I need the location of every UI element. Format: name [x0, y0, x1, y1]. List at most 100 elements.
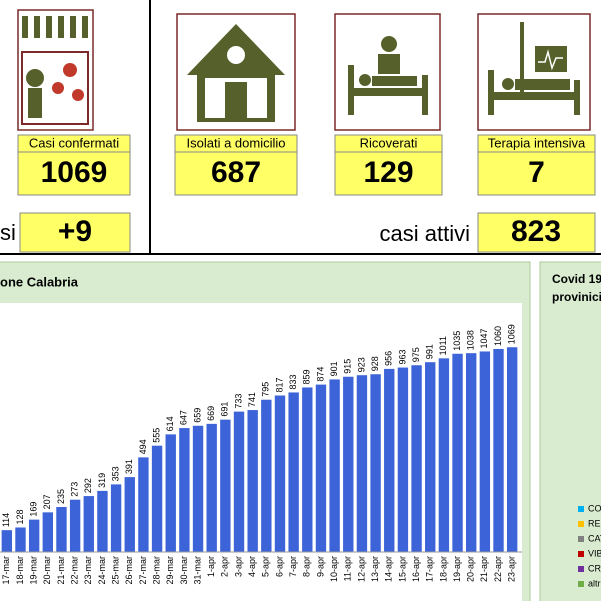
value-label: 901 — [329, 361, 339, 376]
x-tick-label: 23-apr — [507, 556, 517, 582]
bar — [15, 527, 26, 552]
x-tick-label: 21-mar — [56, 556, 66, 585]
card-value-box — [174, 151, 298, 196]
value-label: 817 — [274, 377, 284, 392]
value-label: 795 — [261, 382, 271, 397]
value-label: 1038 — [466, 330, 476, 350]
value-label: 733 — [233, 394, 243, 409]
bar — [233, 411, 245, 552]
bar — [56, 506, 67, 552]
value-label: 614 — [165, 416, 175, 431]
legend-swatch — [578, 506, 584, 512]
new-cases-box — [19, 212, 131, 253]
value-label: 494 — [138, 439, 148, 454]
legend-swatch — [578, 551, 584, 557]
bar — [124, 477, 135, 552]
value-label: 659 — [192, 408, 202, 423]
value-label: 292 — [83, 478, 93, 493]
bar — [261, 399, 272, 552]
card-value-box — [477, 151, 596, 196]
x-tick-label: 15-apr — [397, 556, 407, 582]
value-label: 1047 — [479, 328, 489, 348]
x-tick-label: 30-mar — [179, 556, 189, 585]
x-tick-label: 3-apr — [233, 556, 243, 577]
value-label: 975 — [411, 347, 421, 362]
x-tick-label: 25-mar — [110, 556, 120, 585]
icon-confirmed — [17, 9, 94, 131]
x-tick-label: 18-mar — [15, 556, 25, 585]
x-tick-label: 17-apr — [425, 556, 435, 582]
value-label: 647 — [179, 410, 189, 425]
value-label: 319 — [97, 473, 107, 488]
new-cases-value: +9 — [58, 215, 92, 248]
x-tick-label: 24-mar — [97, 556, 107, 585]
card-label: Casi confermati — [29, 135, 119, 150]
value-label: 928 — [370, 356, 380, 371]
bar — [97, 490, 108, 552]
bar — [138, 457, 149, 552]
x-tick-label: 8-apr — [302, 556, 312, 577]
bar — [438, 358, 450, 552]
legend-swatch — [578, 536, 584, 542]
bar — [206, 423, 217, 552]
value-label: 956 — [384, 351, 394, 366]
value-label: 741 — [247, 392, 257, 407]
legend-label: altr — [588, 578, 601, 588]
bar — [466, 353, 477, 552]
legend-label: CO — [588, 503, 601, 513]
x-tick-label: 29-mar — [165, 556, 175, 585]
value-label: 874 — [315, 367, 325, 382]
legend-label: CRO — [588, 563, 601, 573]
icon-icu — [477, 13, 591, 131]
bar — [69, 499, 81, 552]
value-label: 128 — [15, 509, 25, 524]
value-label: 915 — [343, 359, 353, 374]
x-tick-label: 9-apr — [315, 556, 325, 577]
x-tick-label: 2-apr — [220, 556, 230, 577]
x-tick-label: 6-apr — [274, 556, 284, 577]
value-label: 691 — [220, 402, 230, 417]
card-value: 1069 — [41, 156, 108, 189]
x-tick-label: 11-apr — [343, 556, 353, 581]
value-label: 1060 — [493, 326, 503, 346]
value-label: 963 — [397, 350, 407, 365]
legend-label: CAT — [588, 533, 601, 543]
value-label: 1011 — [438, 336, 448, 355]
x-tick-label: 16-apr — [411, 556, 421, 582]
bar — [274, 395, 286, 552]
value-label: 1069 — [507, 324, 517, 344]
bar — [479, 351, 491, 552]
value-label: 169 — [29, 502, 39, 517]
bar — [28, 519, 40, 552]
x-tick-label: 22-mar — [69, 556, 79, 585]
x-tick-label: 14-apr — [384, 556, 394, 582]
new-cases-label: si — [0, 220, 16, 245]
x-tick-label: 5-apr — [261, 556, 271, 577]
x-tick-label: 17-mar — [1, 556, 11, 585]
chart-title: one Calabria — [0, 274, 79, 289]
x-tick-label: 26-mar — [124, 556, 134, 585]
side-title: Covid 19 — [552, 272, 601, 286]
value-label: 235 — [56, 489, 66, 504]
value-label: 1035 — [452, 331, 462, 351]
x-tick-label: 23-mar — [83, 556, 93, 585]
x-tick-label: 13-apr — [370, 556, 380, 582]
legend-label: VIB — [588, 548, 601, 558]
x-tick-label: 20-apr — [466, 556, 476, 582]
x-tick-label: 22-apr — [493, 556, 503, 582]
active-cases-value: 823 — [511, 215, 561, 248]
value-label: 353 — [110, 466, 120, 481]
x-tick-label: 7-apr — [288, 556, 298, 577]
bar — [220, 419, 231, 552]
card-label: Terapia intensiva — [488, 135, 586, 150]
bar — [506, 347, 518, 552]
value-label: 207 — [42, 494, 52, 509]
bar — [247, 410, 258, 552]
card-label: Isolati a domicilio — [187, 135, 286, 150]
x-tick-label: 4-apr — [247, 556, 257, 577]
bar — [356, 375, 368, 552]
bar — [343, 376, 354, 552]
legend-swatch — [578, 566, 584, 572]
value-label: 555 — [151, 428, 161, 443]
